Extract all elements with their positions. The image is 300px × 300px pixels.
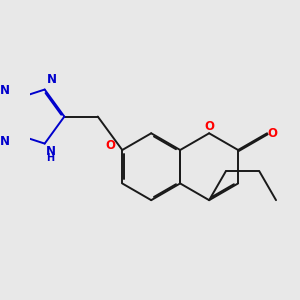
Text: N: N bbox=[46, 145, 56, 158]
Text: N: N bbox=[0, 83, 10, 97]
Text: N: N bbox=[0, 135, 10, 148]
Text: N: N bbox=[47, 73, 57, 86]
Text: O: O bbox=[204, 120, 214, 133]
Text: H: H bbox=[46, 153, 55, 163]
Text: O: O bbox=[267, 127, 277, 140]
Text: O: O bbox=[105, 139, 115, 152]
